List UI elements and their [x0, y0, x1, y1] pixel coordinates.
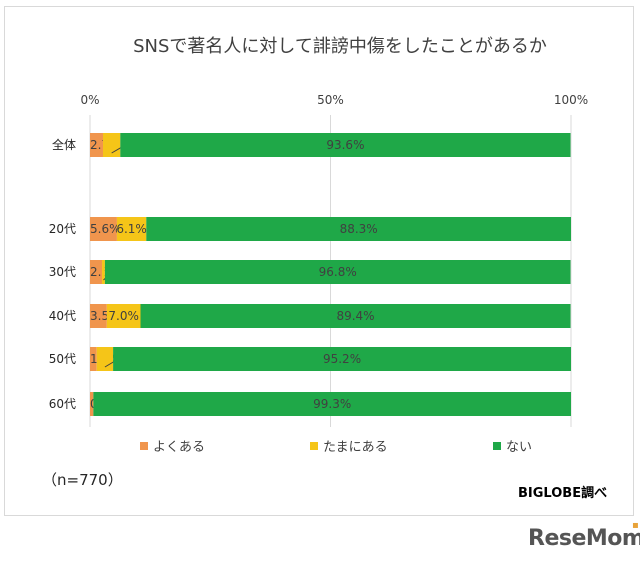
legend-swatch: [493, 442, 501, 450]
bar-segment: [146, 217, 572, 241]
logo-text: ReseMom: [528, 526, 640, 551]
source-credit: BIGLOBE調べ: [518, 485, 607, 501]
legend-label: たまにある: [323, 440, 388, 455]
bar-segment: [140, 304, 571, 328]
bar-chart: SNSで著名人に対して誹謗中傷をしたことがあるか 0%50%100% 2.7%3…: [42, 36, 607, 501]
bar-segment: [116, 217, 147, 241]
category-label: 全体: [52, 137, 76, 152]
x-tick-label: 100%: [554, 93, 588, 107]
category-label: 30代: [49, 265, 76, 279]
bar-segment: [90, 217, 117, 241]
legend-swatch: [140, 442, 148, 450]
data-label: 5.6%: [90, 222, 121, 236]
bar-segment: [93, 392, 571, 416]
bar-segment: [96, 347, 114, 371]
data-label: 99.3%: [313, 397, 351, 411]
x-tick-label: 0%: [80, 93, 99, 107]
category-label: 60代: [49, 397, 76, 411]
chart-title: SNSで著名人に対して誹謗中傷をしたことがあるか: [133, 36, 547, 57]
sample-size-note: （n=770）: [42, 471, 123, 489]
legend-label: よくある: [153, 440, 205, 455]
data-label: 93.6%: [326, 138, 364, 152]
data-label: 96.8%: [319, 265, 357, 279]
resemom-logo: ReseMom ▪: [528, 520, 640, 551]
data-label: 6.1%: [116, 222, 147, 236]
bar-segment: [113, 347, 571, 371]
x-axis-ticks: 0% 50% 100%: [80, 93, 588, 107]
data-label: 89.4%: [336, 309, 374, 323]
category-label: 50代: [49, 352, 76, 366]
bar-segment: [90, 304, 107, 328]
bar-segment: [90, 260, 103, 284]
bar-segment: [120, 133, 571, 157]
category-label: 40代: [49, 309, 76, 323]
bar-segment: [106, 304, 141, 328]
bar-segment: [90, 133, 103, 157]
legend-swatch: [310, 442, 318, 450]
data-label: 88.3%: [340, 222, 378, 236]
bar-segment: [90, 392, 94, 416]
data-label: 95.2%: [323, 352, 361, 366]
legend-label: ない: [506, 440, 532, 455]
legend: よくある たまにある ない: [140, 440, 532, 455]
x-tick-label: 50%: [317, 93, 344, 107]
chart-frame: [4, 6, 634, 516]
bar-segment: [102, 260, 105, 284]
category-label: 20代: [49, 222, 76, 236]
bar-segment: [102, 133, 121, 157]
bar-series: 2.7%3.6%93.6%5.6%6.1%88.3%2.5%0.6%96.8%3…: [90, 133, 572, 416]
bar-segment: [90, 347, 97, 371]
data-label: 7.0%: [108, 309, 139, 323]
logo-accent: ▪: [632, 520, 639, 531]
bar-segment: [104, 260, 571, 284]
category-labels: 全体 20代 30代 40代 50代 60代: [49, 137, 76, 411]
